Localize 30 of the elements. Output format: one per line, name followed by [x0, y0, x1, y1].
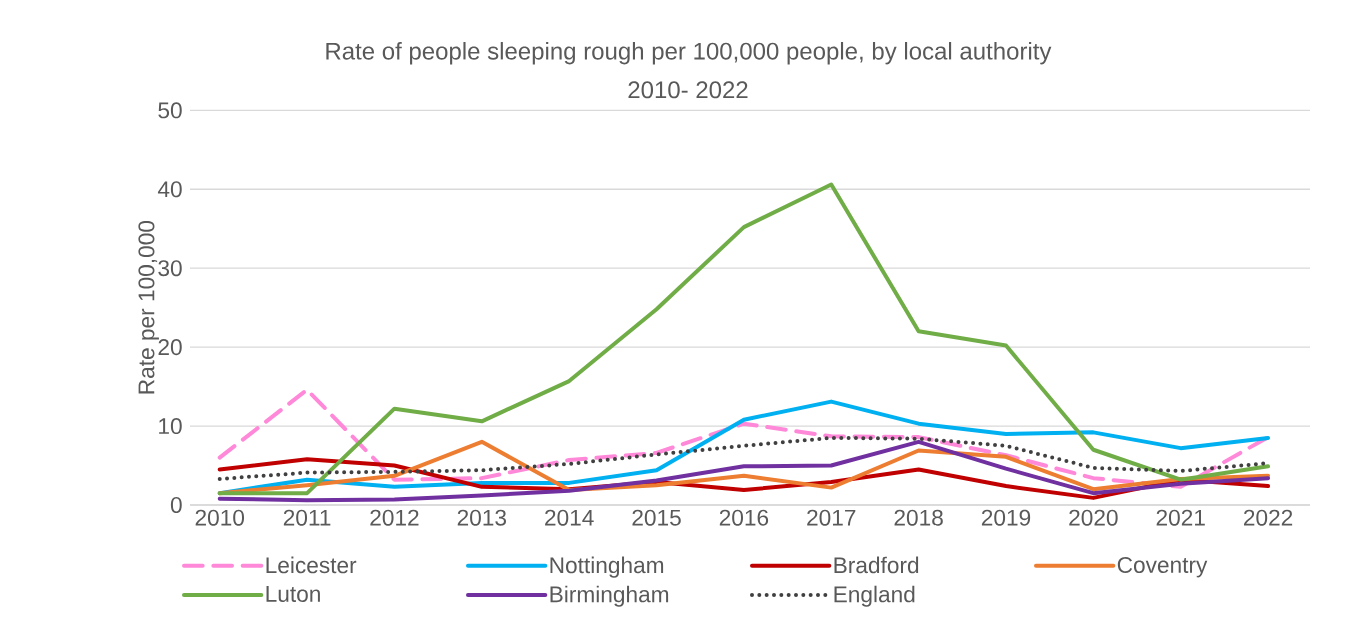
legend-label: Birmingham: [550, 585, 669, 607]
x-tick-label: 2013: [457, 509, 506, 526]
x-tick-label: 2014: [545, 509, 594, 526]
y-axis-title: Rate per 100,000: [138, 220, 159, 394]
y-tick-label: 40: [157, 181, 182, 198]
x-tick-label: 2020: [1069, 509, 1118, 526]
legend-label: Nottingham: [550, 556, 664, 578]
x-tick-label: 2021: [1156, 509, 1205, 526]
legend-label: Coventry: [1117, 556, 1208, 578]
chart-title: Rate of people sleeping rough per 100,000 people, by local authority: [326, 42, 1052, 65]
y-tick-label: 20: [158, 339, 182, 356]
x-tick-label: 2012: [370, 509, 419, 526]
x-tick-label: 2018: [894, 509, 943, 526]
y-tick-label: 30: [158, 260, 182, 277]
legend-label: Luton: [266, 586, 320, 602]
x-tick-label: 2016: [719, 509, 769, 526]
x-tick-label: 2015: [632, 509, 681, 526]
legend-label: England: [834, 585, 915, 607]
line-series: [217, 182, 1271, 496]
chart-subtitle: 2010- 2022: [628, 81, 748, 99]
legend-label: Bradford: [834, 556, 919, 574]
y-tick-label: 10: [159, 418, 182, 435]
y-tick-label: 0: [170, 496, 182, 514]
x-tick-label: 2011: [283, 509, 331, 526]
legend-label: Leicester: [266, 556, 357, 574]
y-tick-label: 50: [158, 102, 182, 119]
x-tick-label: 2010: [195, 509, 245, 526]
x-tick-label: 2022: [1244, 509, 1293, 526]
x-tick-label: 2019: [981, 509, 1031, 526]
x-tick-label: 2017: [807, 509, 856, 526]
